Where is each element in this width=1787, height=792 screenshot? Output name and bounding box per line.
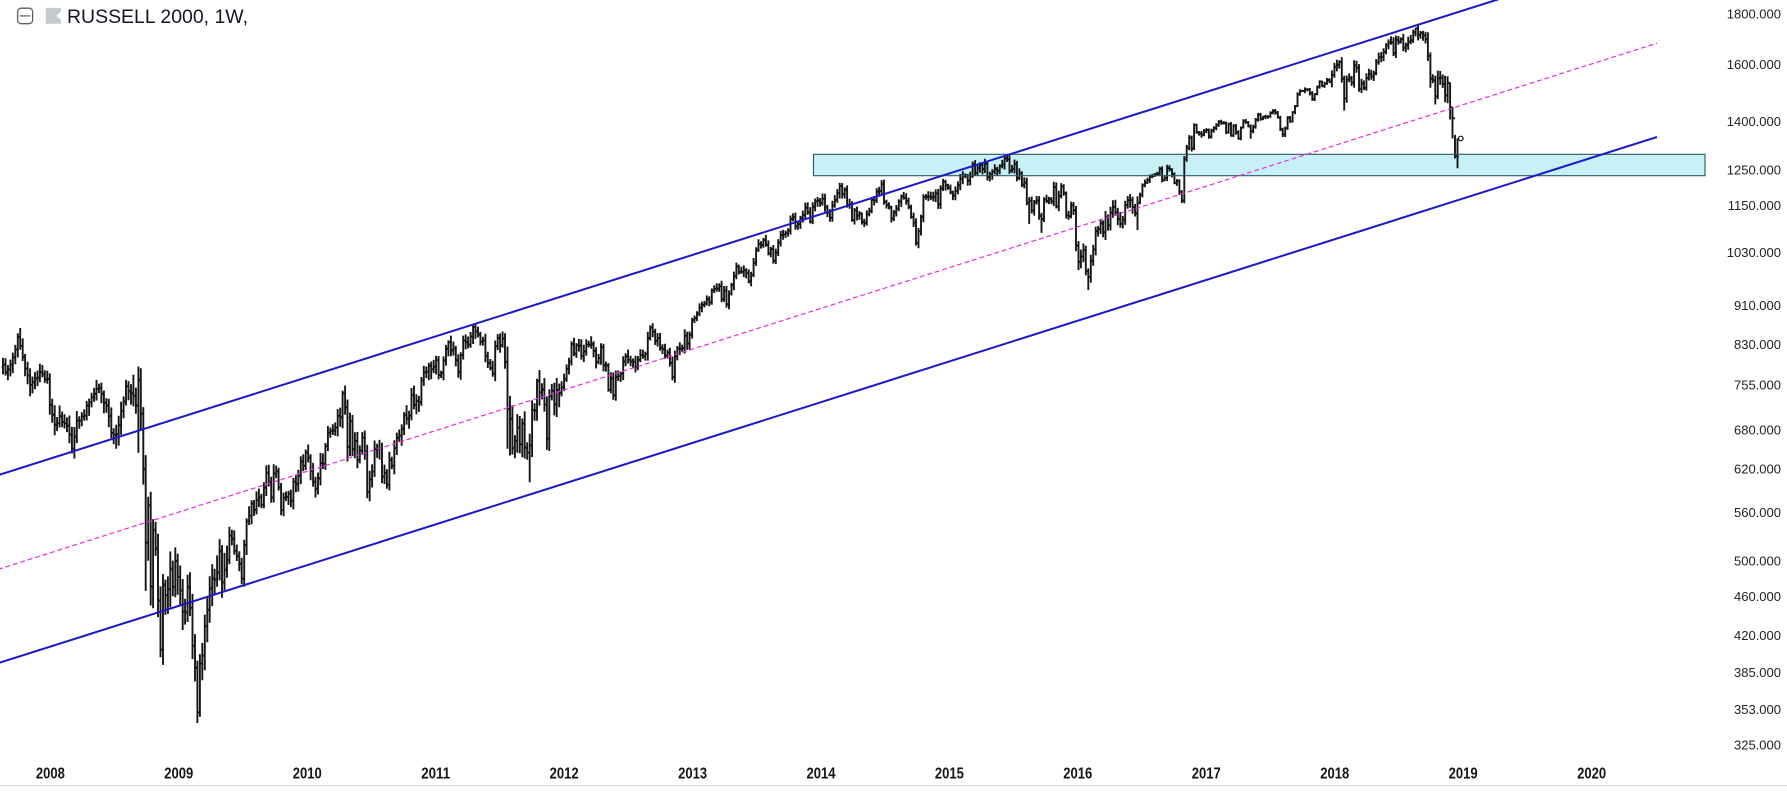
svg-text:2013: 2013 — [678, 765, 707, 782]
svg-text:2020: 2020 — [1577, 765, 1606, 782]
svg-text:325.000: 325.000 — [1734, 738, 1781, 753]
svg-text:1400.000: 1400.000 — [1727, 114, 1781, 129]
svg-text:1800.000: 1800.000 — [1727, 7, 1781, 22]
svg-text:2012: 2012 — [550, 765, 579, 782]
svg-text:1150.000: 1150.000 — [1728, 198, 1781, 213]
svg-text:2015: 2015 — [935, 765, 964, 782]
svg-text:620.000: 620.000 — [1734, 462, 1781, 477]
svg-text:2008: 2008 — [36, 765, 65, 782]
svg-text:420.000: 420.000 — [1734, 628, 1781, 643]
svg-text:500.000: 500.000 — [1734, 554, 1781, 569]
svg-text:830.000: 830.000 — [1734, 337, 1781, 352]
svg-text:2010: 2010 — [293, 765, 322, 782]
svg-text:680.000: 680.000 — [1734, 422, 1781, 437]
svg-text:1600.000: 1600.000 — [1727, 57, 1781, 72]
svg-text:2016: 2016 — [1063, 765, 1092, 782]
svg-text:RUSSELL 2000, 1W,: RUSSELL 2000, 1W, — [67, 7, 248, 28]
svg-text:2014: 2014 — [807, 765, 836, 782]
svg-text:1250.000: 1250.000 — [1727, 162, 1781, 177]
svg-text:2011: 2011 — [421, 765, 450, 782]
svg-text:2009: 2009 — [164, 765, 193, 782]
svg-text:2019: 2019 — [1449, 765, 1478, 782]
svg-text:560.000: 560.000 — [1734, 505, 1781, 520]
svg-text:460.000: 460.000 — [1734, 589, 1781, 604]
svg-text:2018: 2018 — [1320, 765, 1349, 782]
svg-text:353.000: 353.000 — [1734, 702, 1781, 717]
svg-text:2017: 2017 — [1192, 765, 1221, 782]
svg-text:910.000: 910.000 — [1734, 298, 1781, 313]
svg-text:1030.000: 1030.000 — [1727, 245, 1781, 260]
svg-text:755.000: 755.000 — [1734, 378, 1781, 393]
svg-text:385.000: 385.000 — [1734, 665, 1781, 680]
